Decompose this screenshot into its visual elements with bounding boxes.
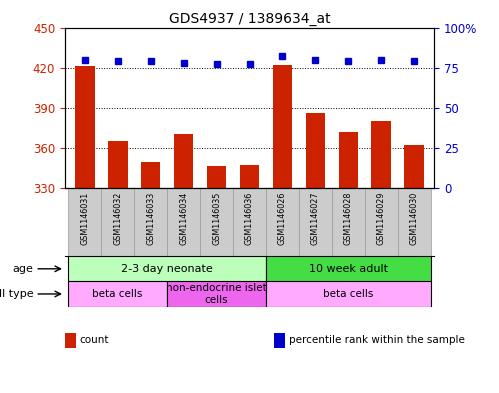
Bar [371, 121, 391, 187]
Text: GSM1146026: GSM1146026 [278, 192, 287, 245]
Bar [398, 187, 431, 256]
Text: GSM1146036: GSM1146036 [245, 192, 254, 245]
Text: beta cells: beta cells [323, 289, 374, 299]
Text: 10 week adult: 10 week adult [309, 264, 388, 274]
Bar [365, 187, 398, 256]
Text: cell type: cell type [0, 289, 33, 299]
Bar [108, 141, 128, 187]
Bar [405, 145, 424, 187]
Bar [233, 187, 266, 256]
Bar [299, 187, 332, 256]
Bar [338, 132, 358, 187]
Text: beta cells: beta cells [92, 289, 143, 299]
Text: non-endocrine islet
cells: non-endocrine islet cells [166, 283, 267, 305]
Bar [266, 187, 299, 256]
Bar [200, 187, 233, 256]
Bar [134, 187, 167, 256]
Bar [167, 187, 200, 256]
Bar [174, 134, 194, 187]
Bar [141, 162, 161, 187]
Bar [207, 166, 227, 187]
Text: 2-3 day neonate: 2-3 day neonate [121, 264, 213, 274]
Text: GSM1146031: GSM1146031 [80, 192, 89, 245]
Text: GSM1146029: GSM1146029 [377, 192, 386, 245]
Title: GDS4937 / 1389634_at: GDS4937 / 1389634_at [169, 13, 330, 26]
Text: GSM1146034: GSM1146034 [179, 192, 188, 245]
Bar [68, 281, 167, 307]
Text: GSM1146032: GSM1146032 [113, 192, 122, 245]
Text: percentile rank within the sample: percentile rank within the sample [289, 335, 465, 345]
Text: GSM1146027: GSM1146027 [311, 192, 320, 245]
Bar [266, 256, 431, 281]
Text: GSM1146030: GSM1146030 [410, 192, 419, 245]
Text: GSM1146033: GSM1146033 [146, 192, 155, 245]
Bar [332, 187, 365, 256]
Text: GSM1146028: GSM1146028 [344, 192, 353, 245]
Text: count: count [80, 335, 109, 345]
Bar [68, 187, 101, 256]
Bar [167, 281, 266, 307]
Text: GSM1146035: GSM1146035 [212, 192, 221, 245]
Bar [75, 66, 94, 187]
Text: age: age [12, 264, 33, 274]
Bar [272, 65, 292, 187]
Bar [266, 281, 431, 307]
Bar [240, 165, 259, 187]
Bar [305, 113, 325, 187]
Bar [101, 187, 134, 256]
Bar [68, 256, 266, 281]
